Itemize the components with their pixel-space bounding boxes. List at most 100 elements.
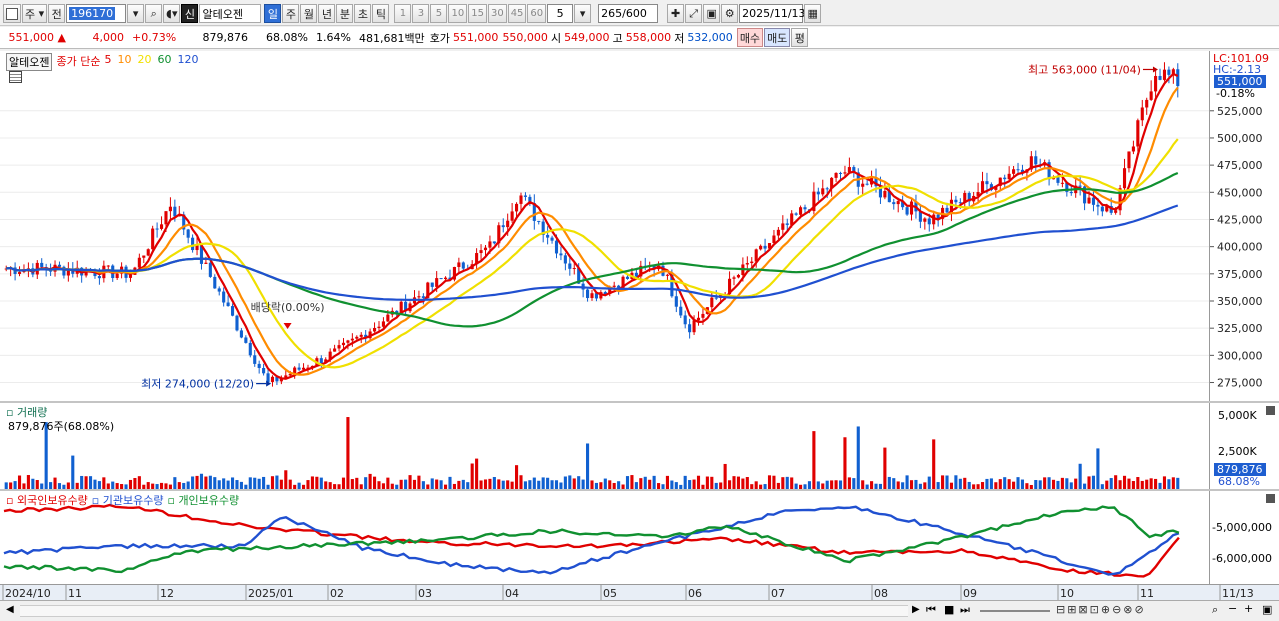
period-button-5[interactable]: 초 xyxy=(354,4,372,23)
candle-body xyxy=(994,185,998,190)
volume-bar xyxy=(35,480,39,489)
legend-stock-name: 알테오젠 xyxy=(6,53,53,71)
zoom-out-icon[interactable]: − xyxy=(1228,602,1238,615)
volume-bar xyxy=(794,483,798,489)
minute-button-15[interactable]: 15 xyxy=(468,4,487,23)
period-selector[interactable]: 주 ▾ xyxy=(22,4,48,23)
stock-code-input[interactable]: 196170 xyxy=(66,4,127,23)
stop-icon[interactable]: ■ xyxy=(944,603,955,616)
count-input[interactable]: 5 xyxy=(547,4,574,23)
volume-bar xyxy=(821,483,825,489)
period-button-6[interactable]: 틱 xyxy=(372,4,390,23)
minute-button-30[interactable]: 30 xyxy=(487,4,507,23)
panel-close-icon[interactable] xyxy=(1266,406,1275,415)
candle-body xyxy=(341,342,346,346)
candle-body xyxy=(1087,197,1091,204)
volume-bar xyxy=(776,482,780,489)
volume-bar xyxy=(430,478,434,489)
candle-body xyxy=(1136,120,1140,147)
prev-button[interactable]: 전 xyxy=(48,4,66,23)
volume-bar xyxy=(173,477,177,489)
rewind-icon[interactable]: ⏮ xyxy=(926,603,936,616)
candle-body xyxy=(488,241,492,248)
zoom-in-icon[interactable]: ⌕ xyxy=(1212,603,1219,616)
candle-body xyxy=(652,265,656,270)
volume-bar xyxy=(262,476,266,489)
max-arrowhead xyxy=(1152,66,1158,73)
average-button[interactable]: 평 xyxy=(791,28,809,47)
volume-bar xyxy=(643,476,647,489)
candle-body xyxy=(1003,177,1007,180)
range-input[interactable]: 265/600 xyxy=(598,4,659,23)
panel-divider[interactable] xyxy=(0,489,1279,491)
buy-button[interactable]: 매수 xyxy=(736,28,764,47)
volume-bar xyxy=(80,475,84,489)
candle-body xyxy=(1100,206,1104,212)
sell-button[interactable]: 매도 xyxy=(764,28,791,47)
crosshair-icon[interactable]: ✚ xyxy=(667,4,685,23)
date-input[interactable]: 2025/11/13 xyxy=(739,4,806,23)
draw-tool-icon[interactable]: ⤢ xyxy=(685,4,703,23)
panel-close-icon[interactable] xyxy=(1266,494,1275,503)
candle-body xyxy=(639,265,643,277)
volume-bar xyxy=(510,481,514,489)
candle-body xyxy=(128,274,133,278)
table-icon[interactable] xyxy=(9,71,22,83)
zoom-plus-icon[interactable]: + xyxy=(1244,602,1254,615)
minute-button-3[interactable]: 3 xyxy=(412,4,430,23)
period-button-3[interactable]: 년 xyxy=(318,4,336,23)
candle-body xyxy=(763,245,767,249)
ma-line-5 xyxy=(6,72,1179,380)
candle-body xyxy=(759,245,763,250)
tool-icons[interactable]: ⊟⊞⊠⊡⊕⊖⊗⊘ xyxy=(1056,603,1146,616)
search-icon[interactable]: ⌕ xyxy=(145,4,163,23)
quote-bar: 551,000 ▲ 4,000 +0.73% 879,876 68.08% 1.… xyxy=(0,27,1279,49)
forward-icon[interactable]: ⏭ xyxy=(960,603,970,616)
scroll-right-icon[interactable]: ▶ xyxy=(912,604,920,615)
candle-body xyxy=(106,265,110,267)
horizontal-scrollbar[interactable] xyxy=(20,605,908,617)
volume-bar xyxy=(26,475,30,489)
minute-button-60[interactable]: 60 xyxy=(527,4,547,23)
zoom-slider[interactable] xyxy=(980,610,1050,612)
candle-body xyxy=(550,237,554,241)
volume-bar xyxy=(97,481,101,489)
candle-body xyxy=(1162,69,1167,80)
candle-body xyxy=(621,276,625,290)
volume-bar xyxy=(1140,480,1144,489)
volume-bar xyxy=(705,476,709,489)
minute-button-45[interactable]: 45 xyxy=(507,4,527,23)
date-tick-label: 08 xyxy=(874,587,888,600)
period-button-0[interactable]: 일 xyxy=(264,4,282,23)
volume-bar xyxy=(1074,478,1078,489)
period-button-4[interactable]: 분 xyxy=(336,4,354,23)
speaker-icon[interactable]: ◖▾ xyxy=(163,4,181,23)
scroll-left-icon[interactable]: ◀ xyxy=(6,604,14,615)
minute-button-5[interactable]: 5 xyxy=(430,4,448,23)
minute-button-1[interactable]: 1 xyxy=(394,4,412,23)
save-icon[interactable]: ▣ xyxy=(703,4,721,23)
candle-body xyxy=(532,203,536,221)
period-button-1[interactable]: 주 xyxy=(282,4,300,23)
calendar-icon[interactable]: ▦ xyxy=(804,4,822,23)
candle-body xyxy=(963,193,967,203)
stock-name-field[interactable]: 알테오젠 xyxy=(199,4,262,23)
panel-divider[interactable] xyxy=(0,401,1279,403)
period-button-2[interactable]: 월 xyxy=(300,4,318,23)
candle-body xyxy=(239,330,243,338)
minute-button-10[interactable]: 10 xyxy=(448,4,468,23)
fit-icon[interactable]: ▣ xyxy=(1262,603,1273,616)
volume-bar xyxy=(257,478,261,489)
candle-body xyxy=(155,228,159,230)
window-icon[interactable] xyxy=(3,4,21,23)
count-dropdown-icon[interactable]: ▾ xyxy=(574,4,592,23)
candle-body xyxy=(399,301,403,314)
candle-body xyxy=(191,237,195,251)
candle-body xyxy=(1078,185,1082,187)
candle-body xyxy=(954,199,958,203)
candle-body xyxy=(830,177,834,189)
code-dropdown-icon[interactable]: ▾ xyxy=(127,4,145,23)
volume-bar xyxy=(359,484,363,489)
gear-icon[interactable]: ⚙ xyxy=(721,4,739,23)
volume-bar xyxy=(177,482,181,489)
